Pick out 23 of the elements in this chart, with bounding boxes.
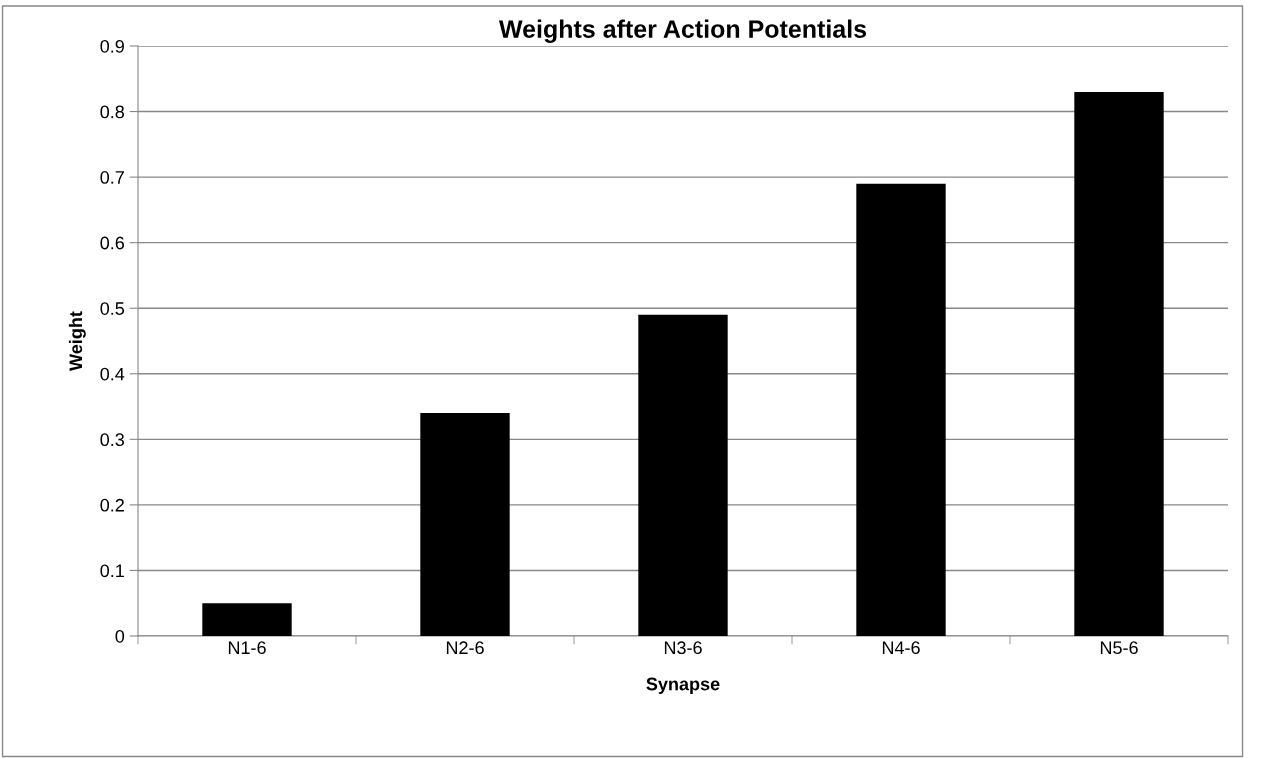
y-axis-title: Weight: [68, 311, 86, 371]
y-tick-label: 0.4: [100, 367, 125, 381]
bar: [856, 183, 946, 636]
bar: [638, 314, 728, 636]
x-tick-label: N1-6: [228, 641, 266, 655]
x-tick-label: N5-6: [1100, 641, 1138, 655]
y-tick-label: 0.5: [100, 302, 125, 315]
y-tick-label: 0.6: [100, 236, 125, 250]
y-tick-label: 0.8: [100, 105, 125, 119]
y-tick-label: 0.9: [100, 39, 124, 53]
x-tick-label: N4-6: [882, 641, 920, 655]
bar: [202, 603, 292, 636]
bar: [420, 413, 510, 636]
y-tick-label: 0.2: [100, 498, 124, 512]
y-tick-label: 0.3: [100, 433, 125, 447]
bar: [1074, 91, 1164, 636]
x-tick-label: N2-6: [446, 641, 484, 655]
y-tick-label: 0.1: [100, 564, 124, 578]
x-tick-label: N3-6: [664, 641, 702, 655]
y-tick-label: 0.7: [100, 171, 124, 184]
x-axis-title: Synapse: [646, 677, 720, 694]
y-tick-label: 0: [115, 629, 125, 643]
chart-title: Weights after Action Potentials: [498, 19, 867, 43]
